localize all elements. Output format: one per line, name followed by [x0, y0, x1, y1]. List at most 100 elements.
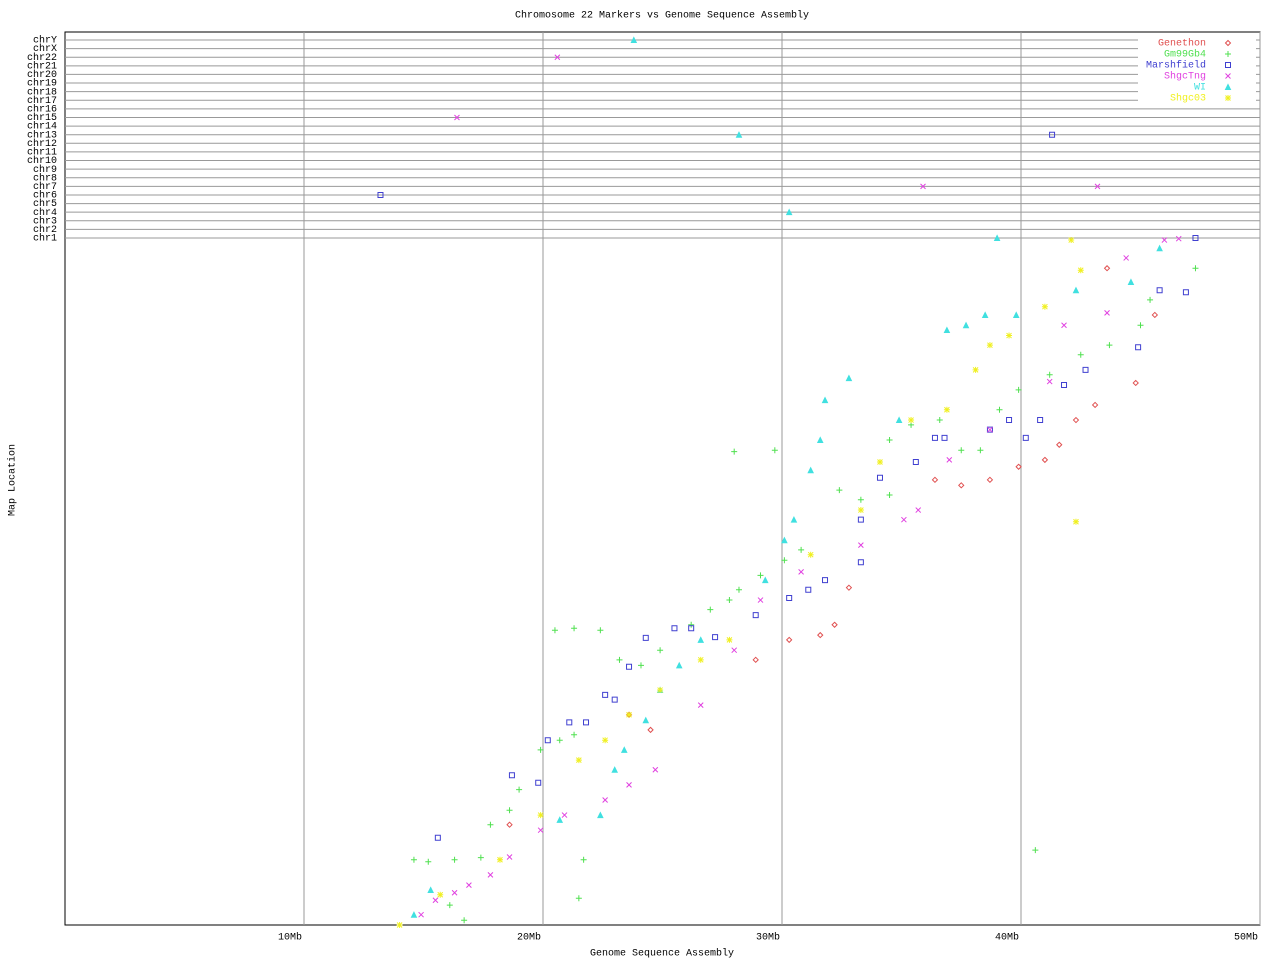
data-point [642, 634, 649, 641]
data-point [437, 891, 444, 898]
data-point [757, 597, 764, 603]
data-point [597, 811, 604, 819]
data-point [886, 491, 893, 498]
data-point [637, 662, 644, 669]
data-point [807, 551, 814, 558]
chromosome-label: chr19 [27, 78, 57, 90]
data-point [410, 911, 418, 918]
y-axis-label: Map Location [7, 444, 19, 516]
data-point [434, 834, 441, 841]
data-point [726, 636, 733, 643]
data-point [1012, 311, 1020, 318]
data-point [1041, 303, 1048, 310]
data-point [642, 716, 650, 724]
chromosome-label: chr5 [33, 198, 57, 210]
data-point [857, 516, 864, 523]
data-point [571, 625, 578, 632]
data-point [432, 897, 439, 904]
data-point [986, 342, 993, 349]
chromosome-label: chr8 [33, 172, 57, 184]
data-point [798, 546, 805, 553]
chromosome-label: chr18 [27, 86, 57, 98]
legend-marker [1225, 73, 1231, 79]
data-point [781, 557, 788, 564]
data-point [451, 889, 458, 896]
legend-marker [1225, 95, 1231, 101]
data-point [602, 797, 608, 803]
data-point [1091, 401, 1099, 409]
chromosome-label: chr6 [33, 190, 57, 202]
data-point [822, 577, 829, 584]
chromosome-label: chr22 [27, 52, 57, 64]
data-point [611, 696, 618, 703]
data-point [1082, 366, 1089, 373]
data-point [506, 854, 513, 860]
chromosome-label: chr7 [33, 181, 57, 193]
chromosome-label: chrX [33, 43, 57, 55]
data-point [620, 746, 628, 753]
x-tick-label: 40Mb [995, 932, 1019, 944]
off-chromosome-point [993, 234, 1001, 241]
data-point [626, 663, 633, 670]
data-point [845, 374, 853, 382]
data-point [901, 516, 907, 523]
data-point [886, 436, 893, 443]
off-chromosome-point [785, 208, 793, 216]
data-point [785, 636, 793, 644]
chromosome-label: chr20 [27, 69, 57, 81]
data-point [418, 911, 424, 918]
data-point [996, 406, 1003, 413]
data-point [798, 569, 804, 575]
legend-label: WI [1194, 83, 1206, 94]
data-point [671, 625, 678, 632]
data-point [805, 586, 812, 593]
data-point [981, 311, 989, 318]
data-point [657, 687, 664, 694]
data-point [857, 507, 864, 514]
legend-marker [1224, 83, 1232, 90]
data-point [816, 436, 824, 443]
off-chromosome-point [735, 131, 743, 138]
data-point [1006, 417, 1013, 424]
data-point [688, 621, 695, 628]
data-point [977, 447, 984, 454]
off-chromosome-point [1192, 235, 1199, 241]
data-point [857, 559, 864, 566]
data-point [1006, 332, 1013, 339]
data-point [487, 871, 494, 878]
chromosome-label: chr3 [33, 215, 57, 227]
legend-background [1138, 82, 1256, 93]
chromosome-label: chr1 [33, 233, 57, 245]
data-point [1077, 351, 1084, 358]
data-point [1061, 382, 1068, 389]
data-point [657, 647, 664, 654]
data-point [580, 856, 587, 863]
data-point [566, 719, 573, 726]
data-point [1132, 379, 1139, 387]
x-tick-label: 30Mb [756, 932, 780, 944]
chromosome-label: chr11 [27, 147, 57, 159]
data-point [912, 458, 919, 465]
legend-marker [1224, 39, 1232, 47]
data-point [697, 702, 704, 709]
data-point [1151, 311, 1159, 319]
data-point [506, 807, 513, 814]
chromosome-label: chr9 [33, 164, 57, 176]
data-point [647, 726, 654, 734]
data-point [1046, 371, 1053, 378]
data-point [451, 856, 458, 863]
data-point [1175, 235, 1182, 242]
data-point [1046, 378, 1053, 385]
data-point [1041, 456, 1049, 464]
data-point [396, 922, 403, 928]
data-point [1072, 416, 1080, 424]
data-point [908, 417, 915, 424]
chromosome-label: chr13 [27, 129, 57, 141]
data-point [761, 576, 769, 584]
chromosome-label: chr21 [27, 60, 57, 72]
data-point [1161, 237, 1168, 243]
legend-background [1138, 60, 1256, 71]
data-point [858, 542, 864, 548]
data-point [731, 448, 738, 455]
